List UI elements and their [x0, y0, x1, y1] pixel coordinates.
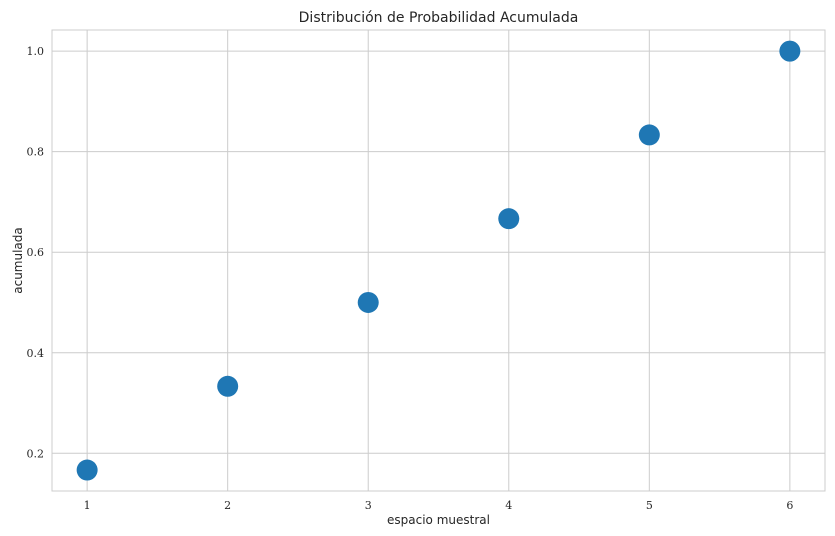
data-point-1: [76, 459, 98, 481]
chart-title: Distribución de Probabilidad Acumulada: [299, 10, 579, 26]
y-tick-label-0: 0.2: [27, 447, 45, 460]
x-tick-label-1: 2: [224, 499, 231, 512]
data-points: [76, 40, 801, 481]
x-tick-label-2: 3: [365, 499, 372, 512]
y-tick-label-3: 0.8: [27, 146, 45, 159]
y-axis-label: acumulada: [11, 227, 25, 294]
y-tick-label-2: 0.6: [27, 246, 45, 259]
x-tick-label-4: 5: [646, 499, 653, 512]
tick-labels: 1 2 3 4 5 6 0.2 0.4 0.6 0.8 1.0: [27, 45, 794, 512]
data-point-6: [779, 40, 801, 62]
grid: [52, 30, 825, 491]
x-tick-label-3: 4: [505, 499, 512, 512]
x-axis-label: espacio muestral: [387, 513, 490, 527]
data-point-4: [498, 208, 520, 230]
data-point-5: [638, 124, 660, 146]
data-point-2: [217, 375, 239, 397]
plot-frame: [51, 29, 826, 492]
x-tick-label-0: 1: [84, 499, 91, 512]
y-tick-label-4: 1.0: [27, 45, 45, 58]
data-point-3: [357, 291, 379, 313]
y-tick-label-1: 0.4: [27, 347, 45, 360]
x-tick-label-5: 6: [786, 499, 793, 512]
